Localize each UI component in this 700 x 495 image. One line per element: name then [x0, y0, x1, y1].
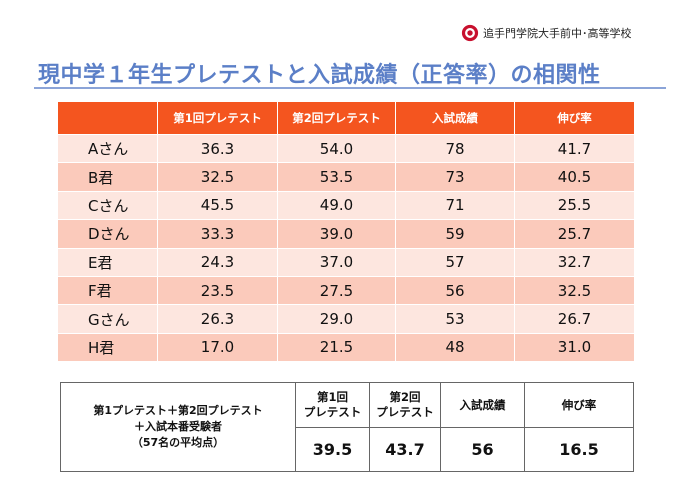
summary-value-row: 39.5 43.7 56 16.5 — [61, 427, 634, 472]
summary-description: 第1プレテスト＋第2回プレテスト ＋入試本番受験者 （57名の平均点） — [60, 382, 296, 472]
pretest2-score: 49.0 — [277, 190, 396, 221]
column-header: 伸び率 — [514, 101, 635, 135]
summary-description-line: 第1プレテスト＋第2回プレテスト — [93, 404, 263, 417]
student-name: Gさん — [57, 304, 158, 334]
pretest1-score: 32.5 — [157, 162, 278, 192]
growth-rate: 25.7 — [514, 219, 635, 249]
student-name: E君 — [57, 247, 158, 277]
score-table: 第1回プレテスト 第2回プレテスト 入試成績 伸び率 Aさん 36.3 54.0… — [57, 101, 635, 363]
school-name: 追手門学院大手前中･高等学校 — [483, 27, 632, 40]
pretest1-score: 24.3 — [157, 247, 278, 277]
page-title: 現中学１年生プレテストと入試成績（正答率）の相関性 — [38, 63, 601, 88]
exam-score: 48 — [395, 332, 515, 363]
pretest2-score: 29.0 — [277, 304, 396, 334]
exam-score: 56 — [395, 275, 515, 306]
column-header: 入試成績 — [395, 101, 515, 135]
exam-score: 71 — [395, 190, 515, 221]
table-header-row: 第1回プレテスト 第2回プレテスト 入試成績 伸び率 — [57, 101, 635, 135]
school-crest-icon — [461, 24, 479, 42]
table-row: Gさん 26.3 29.0 53 26.7 — [57, 304, 635, 334]
pretest2-score: 39.0 — [277, 219, 396, 249]
exam-score: 53 — [395, 304, 515, 334]
growth-rate: 41.7 — [514, 133, 635, 164]
summary-description-line: ＋入試本番受験者 — [134, 420, 222, 433]
pretest1-score: 45.5 — [157, 190, 278, 221]
growth-rate: 32.7 — [514, 247, 635, 277]
header-line: 第1回 — [316, 390, 348, 404]
pretest1-score: 17.0 — [157, 332, 278, 363]
pretest1-score: 26.3 — [157, 304, 278, 334]
table-row: Aさん 36.3 54.0 78 41.7 — [57, 133, 635, 164]
student-name: B君 — [57, 162, 158, 192]
table-row: F君 23.5 27.5 56 32.5 — [57, 275, 635, 306]
exam-score: 57 — [395, 247, 515, 277]
pretest2-score: 53.5 — [277, 162, 396, 192]
summary-table: 第1プレテスト＋第2回プレテスト ＋入試本番受験者 （57名の平均点） 第1回 … — [60, 382, 634, 472]
header-line: 伸び率 — [561, 397, 597, 412]
school-logo: 追手門学院大手前中･高等学校 — [461, 24, 632, 42]
summary-pretest1-value: 39.5 — [295, 427, 370, 472]
header-line: 第2回 — [389, 390, 421, 404]
summary-header-exam: 入試成績 — [440, 382, 525, 428]
summary-growth-value: 16.5 — [524, 427, 634, 472]
exam-score: 78 — [395, 133, 515, 164]
table-row: B君 32.5 53.5 73 40.5 — [57, 162, 635, 192]
summary-header-row: 第1プレテスト＋第2回プレテスト ＋入試本番受験者 （57名の平均点） 第1回 … — [60, 382, 634, 472]
exam-score: 59 — [395, 219, 515, 249]
header-line: プレテスト — [303, 405, 362, 419]
column-header — [57, 101, 158, 135]
column-header: 第2回プレテスト — [277, 101, 396, 135]
student-name: Dさん — [57, 219, 158, 249]
exam-score: 73 — [395, 162, 515, 192]
student-name: H君 — [57, 332, 158, 363]
table-row: Dさん 33.3 39.0 59 25.7 — [57, 219, 635, 249]
title-divider — [34, 87, 666, 89]
summary-header-pretest1: 第1回 プレテスト — [295, 382, 370, 428]
pretest2-score: 37.0 — [277, 247, 396, 277]
summary-description-line: （57名の平均点） — [131, 436, 225, 449]
pretest2-score: 27.5 — [277, 275, 396, 306]
table-row: H君 17.0 21.5 48 31.0 — [57, 332, 635, 363]
student-name: F君 — [57, 275, 158, 306]
growth-rate: 25.5 — [514, 190, 635, 221]
growth-rate: 40.5 — [514, 162, 635, 192]
summary-header-growth: 伸び率 — [524, 382, 634, 428]
table-row: E君 24.3 37.0 57 32.7 — [57, 247, 635, 277]
student-name: Aさん — [57, 133, 158, 164]
pretest1-score: 33.3 — [157, 219, 278, 249]
pretest1-score: 36.3 — [157, 133, 278, 164]
table-row: Cさん 45.5 49.0 71 25.5 — [57, 190, 635, 221]
header-line: プレテスト — [376, 405, 434, 419]
pretest2-score: 54.0 — [277, 133, 396, 164]
growth-rate: 26.7 — [514, 304, 635, 334]
pretest1-score: 23.5 — [157, 275, 278, 306]
header-line: 入試成績 — [459, 397, 506, 412]
summary-header-pretest2: 第2回 プレテスト — [369, 382, 441, 428]
summary-exam-value: 56 — [440, 427, 525, 472]
summary-pretest2-value: 43.7 — [369, 427, 441, 472]
growth-rate: 32.5 — [514, 275, 635, 306]
growth-rate: 31.0 — [514, 332, 635, 363]
column-header: 第1回プレテスト — [157, 101, 278, 135]
pretest2-score: 21.5 — [277, 332, 396, 363]
student-name: Cさん — [57, 190, 158, 221]
